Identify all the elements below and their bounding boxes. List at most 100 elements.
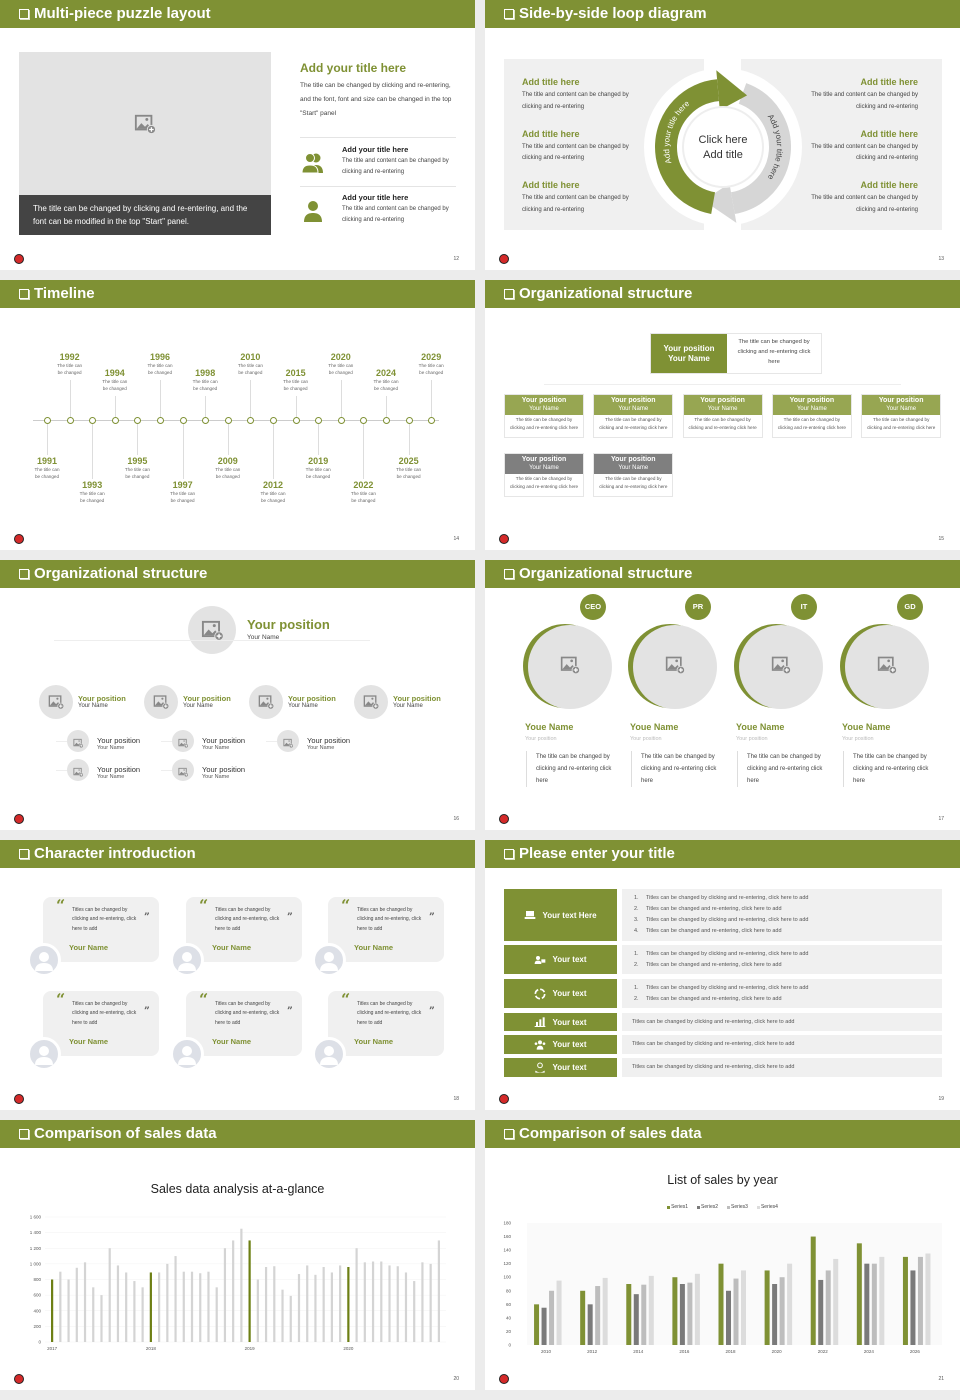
branch-position: Your position: [393, 694, 441, 703]
avatar-placeholder[interactable]: [277, 730, 299, 752]
timeline-entry: 2024 The title can be changed: [364, 368, 408, 392]
logo-icon: [499, 534, 509, 544]
avatar-placeholder[interactable]: [67, 759, 89, 781]
chart-title: Sales data analysis at-a-glance: [150, 1182, 325, 1196]
badge-icon: [534, 988, 546, 1000]
slide: Side-by-side loop diagram 13 Add title her…: [485, 0, 960, 270]
timeline-year: 2024: [375, 368, 397, 378]
avatar-placeholder[interactable]: [249, 685, 283, 719]
org-card-desc: The title can be changed by clicking and…: [688, 417, 757, 430]
photo-placeholder[interactable]: [528, 625, 612, 709]
row-label[interactable]: Your text: [504, 1035, 617, 1054]
slide-title: Comparison of sales data: [519, 1125, 702, 1142]
slide: Comparison of sales data 20 Sales data ana…: [0, 1120, 475, 1390]
row-label[interactable]: Your text: [504, 1058, 617, 1077]
row-label[interactable]: Your text: [504, 945, 617, 974]
bar: [626, 1284, 632, 1345]
slide-title: Comparison of sales data: [34, 1125, 217, 1142]
image-caption: The title can be changed by clicking and…: [19, 195, 271, 235]
slide-title: Side-by-side loop diagram: [519, 5, 707, 22]
timeline-entry: 1994 The title can be changed: [93, 368, 137, 392]
avatar-placeholder[interactable]: [67, 730, 89, 752]
org-card: Your position Your Name The title can be c…: [861, 394, 942, 438]
slide-title: Organizational structure: [519, 285, 693, 302]
avatar-placeholder[interactable]: [39, 685, 73, 719]
list-text: Titles can be changed and re-entering, c…: [646, 961, 782, 968]
page-number: 19: [938, 1096, 944, 1102]
timeline-text: The title can be changed: [418, 363, 444, 375]
timeline-text: The title can be changed: [305, 467, 331, 479]
org-card-header: Your position Your Name: [772, 395, 851, 415]
avatar-placeholder[interactable]: [172, 759, 194, 781]
image-placeholder[interactable]: The title can be changed by clicking and…: [19, 52, 271, 235]
row-label[interactable]: Your text: [504, 979, 617, 1008]
quote-card: “ ” Titles can be changed by clicking and …: [43, 990, 159, 1056]
row-content: 1. Titles can be changed by clicking and …: [622, 979, 942, 1008]
slide: Organizational structure 15 Your position Y…: [485, 280, 960, 550]
timeline-entry: 2022 The title can be changed: [341, 480, 385, 504]
timeline-entry: 1993 The title can be changed: [70, 480, 114, 504]
bar: [314, 1274, 317, 1342]
user-icon: [301, 199, 325, 223]
name: Your Name: [618, 406, 649, 412]
page-number: 20: [453, 1376, 459, 1382]
center-title[interactable]: Click here: [699, 134, 748, 146]
item-title: Add your title here: [342, 193, 409, 202]
quote-author: Your Name: [354, 943, 394, 952]
green-arrowhead: [716, 70, 748, 111]
x-tick-label: 2018: [146, 1346, 157, 1351]
org-card: Your position Your Name The title can be c…: [593, 453, 674, 497]
child-position: Your position: [202, 736, 246, 745]
x-tick-label: 2019: [245, 1346, 256, 1351]
legend-swatch: [756, 1205, 760, 1209]
bar: [347, 1267, 350, 1342]
add-image-icon: [363, 694, 380, 710]
timeline-text: The title can be changed: [350, 491, 376, 503]
gray-arrowhead: [703, 183, 737, 223]
add-image-icon: [665, 655, 685, 675]
bar: [232, 1240, 235, 1342]
timeline-year: 1994: [104, 368, 125, 378]
connector: [56, 770, 68, 771]
list-text: Titles can be changed and re-entering, c…: [646, 928, 782, 934]
loop-item-title: Add title here: [522, 77, 580, 87]
bar: [199, 1273, 202, 1342]
bar: [541, 1307, 547, 1345]
bar: [917, 1256, 923, 1345]
photo-placeholder[interactable]: [845, 625, 929, 709]
slide-header: Organizational structure: [485, 560, 960, 588]
slide-header: Comparison of sales data: [485, 1120, 960, 1148]
slide-title: Timeline: [34, 285, 95, 302]
photo-placeholder[interactable]: [739, 625, 823, 709]
timeline-text: The title can be changed: [237, 363, 263, 375]
bar: [833, 1258, 839, 1345]
timeline-dot: [66, 417, 74, 424]
avatar-placeholder[interactable]: [144, 685, 178, 719]
row-label[interactable]: Your text: [504, 1013, 617, 1031]
open-quote-icon: “: [341, 896, 351, 915]
timeline-year: 2009: [217, 456, 238, 466]
y-tick-label: 200: [33, 1324, 41, 1329]
page-number: 13: [938, 256, 944, 262]
avatar-placeholder[interactable]: [354, 685, 388, 719]
bar: [871, 1263, 877, 1345]
timeline-dot: [89, 417, 97, 424]
row-label[interactable]: Your text Here: [504, 889, 617, 941]
bar: [404, 1272, 408, 1342]
bar: [273, 1266, 276, 1342]
photo-placeholder[interactable]: [633, 625, 717, 709]
avatar-placeholder[interactable]: [188, 606, 236, 654]
member-name: Youe Name: [736, 722, 785, 732]
x-tick-label: 2012: [587, 1349, 598, 1354]
row-label-text: Your text: [552, 1063, 587, 1072]
timeline-dot: [111, 417, 119, 424]
quote-card: “ ” Titles can be changed by clicking and …: [186, 990, 302, 1056]
avatar-placeholder[interactable]: [172, 730, 194, 752]
bar: [281, 1289, 284, 1342]
org-card-header: Your position Your Name: [594, 454, 673, 474]
chart-legend: Series1 Series2 Series3 Series4: [485, 1204, 960, 1210]
quote-text: Titles can be changed by clicking and re…: [357, 907, 422, 932]
timeline-text: The title can be changed: [57, 363, 83, 375]
slide-title: Organizational structure: [519, 565, 693, 582]
list-number: 3.: [634, 917, 639, 923]
